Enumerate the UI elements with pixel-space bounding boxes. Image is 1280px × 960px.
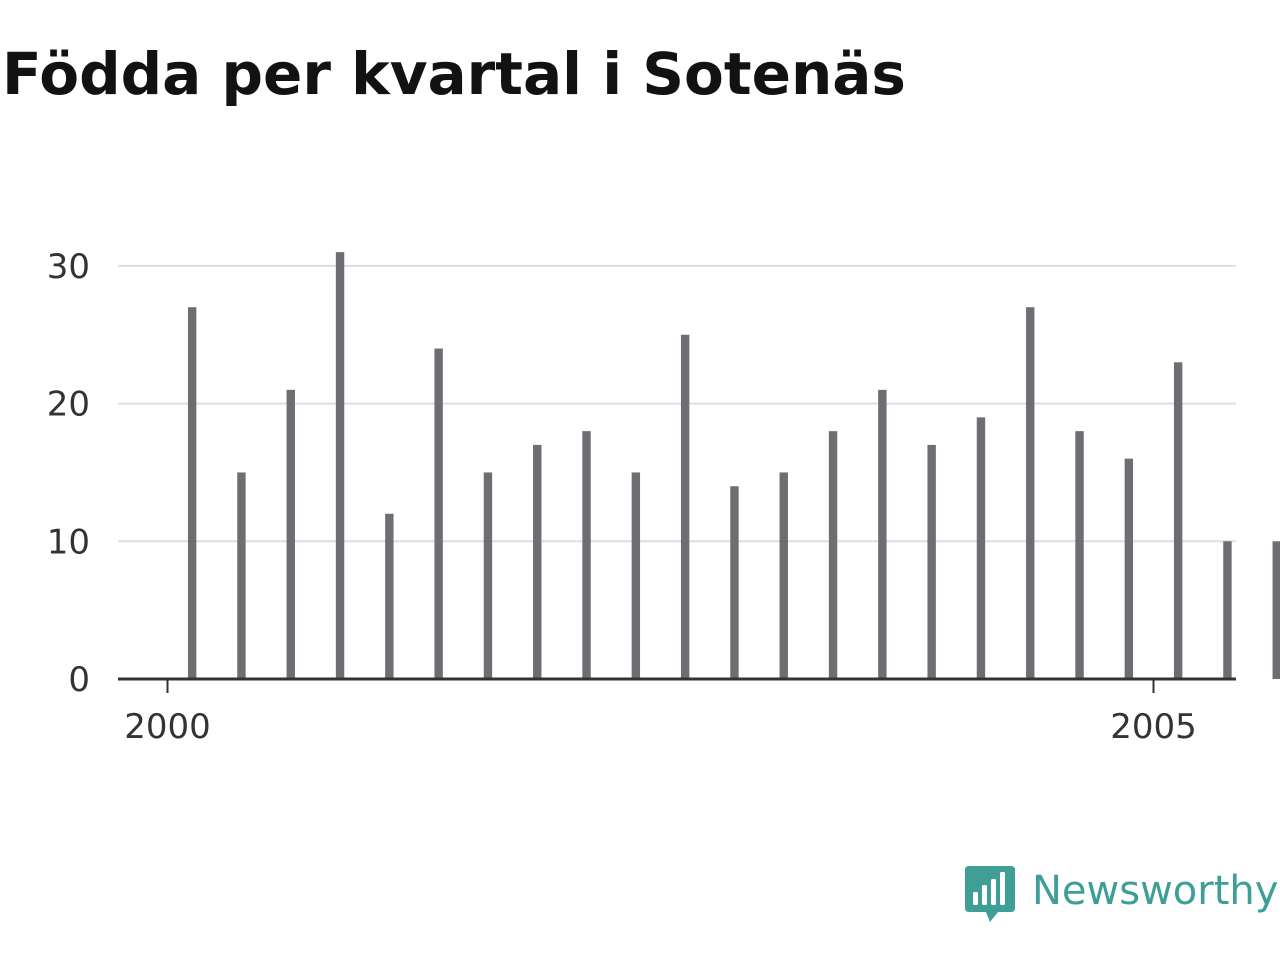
x-axis-tick-labels: 200020052010201520202025 xyxy=(124,707,1197,747)
bar xyxy=(533,444,542,679)
gridlines xyxy=(118,264,1236,543)
bar xyxy=(582,431,591,679)
bar xyxy=(878,389,887,679)
y-tick-label-0: 0 xyxy=(68,660,90,700)
bar xyxy=(187,307,197,679)
bar xyxy=(286,389,295,679)
bar xyxy=(927,444,936,679)
bar xyxy=(1124,458,1134,679)
bar xyxy=(237,472,246,679)
bars xyxy=(187,252,1280,679)
y-tick-label-10: 10 xyxy=(47,522,90,562)
bar xyxy=(680,334,690,679)
bar xyxy=(1223,541,1232,679)
bar xyxy=(828,431,838,679)
x-tick-label-2000: 2000 xyxy=(124,707,211,747)
bar xyxy=(1026,307,1035,679)
bar xyxy=(976,417,986,679)
x-tick-label-2005: 2005 xyxy=(1110,707,1197,747)
bar xyxy=(1075,431,1084,679)
bar xyxy=(730,486,739,679)
bar xyxy=(631,472,641,679)
y-axis-tick-labels: 0 10 20 30 xyxy=(47,247,90,700)
x-axis xyxy=(118,677,1236,693)
brand-logo: Newsworthy xyxy=(964,864,1278,926)
bar xyxy=(335,252,345,679)
bar xyxy=(483,472,493,679)
bar xyxy=(385,513,394,679)
bar xyxy=(779,472,788,679)
newsworthy-logo-icon xyxy=(965,866,1015,922)
bar xyxy=(1272,541,1280,679)
y-tick-label-20: 20 xyxy=(47,385,90,425)
y-tick-label-30: 30 xyxy=(47,247,90,287)
brand-name: Newsworthy xyxy=(1032,868,1279,914)
bar xyxy=(1173,362,1183,679)
bar xyxy=(434,348,443,679)
chart-title: Födda per kvartal i Sotenäs xyxy=(2,40,906,108)
